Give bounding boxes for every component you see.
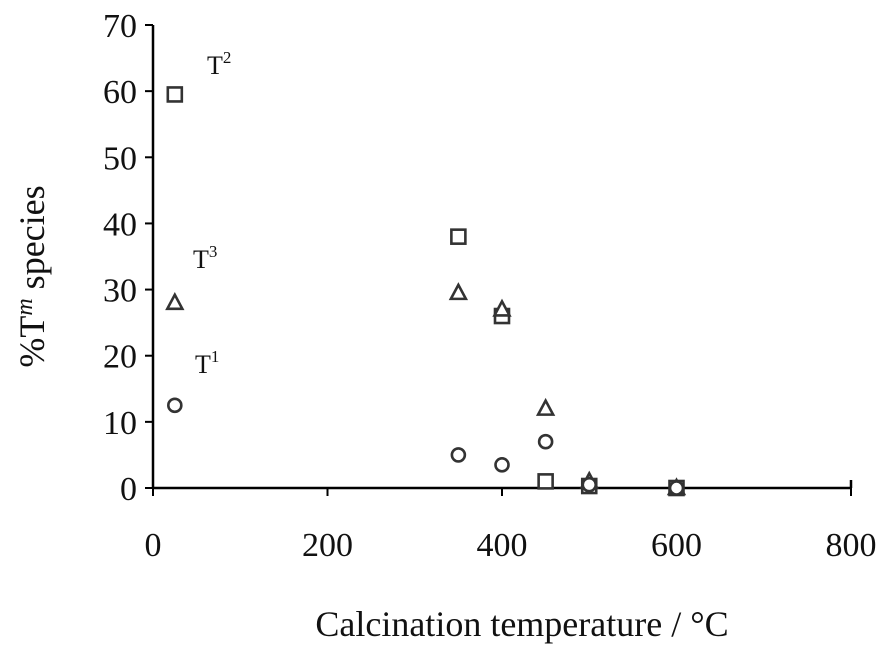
x-tick-label: 400 [477, 527, 528, 564]
x-tick-label: 800 [826, 527, 877, 564]
y-tick-label: 40 [103, 206, 137, 243]
series-label-base: T [193, 245, 209, 274]
series-label-sup: 3 [209, 242, 218, 261]
triangle-point [165, 292, 185, 311]
circle-point [450, 447, 467, 463]
series-label: T3 [193, 242, 217, 274]
y-axis-title-italic: m [12, 298, 38, 315]
series-label-base: T [195, 350, 211, 379]
circle-point [537, 433, 554, 450]
series-label-base: T [207, 51, 223, 80]
y-tick-label: 0 [120, 471, 137, 508]
y-tick-label: 70 [103, 8, 137, 45]
data-marks [165, 86, 687, 497]
x-tick-labels: 0 200 400 600 800 [145, 527, 877, 564]
triangle-point [535, 397, 556, 416]
y-axis-title: %Tm species [12, 185, 52, 367]
y-tick-label: 30 [103, 273, 137, 310]
y-axis-title-suffix: species [12, 185, 52, 298]
x-axis-title: Calcination temperature / °C [315, 604, 728, 644]
y-ticks [145, 24, 153, 489]
y-tick-label: 50 [103, 140, 137, 177]
circle-point [494, 457, 510, 473]
series-label-sup: 1 [211, 347, 220, 366]
y-axis-title-prefix: %T [12, 316, 52, 368]
series-label: T1 [195, 347, 219, 379]
y-tick-label: 20 [103, 339, 137, 376]
square-point [166, 86, 184, 103]
series-label-sup: 2 [223, 48, 232, 67]
triangle-point [448, 282, 469, 301]
y-tick-labels: 0 10 20 30 40 50 60 70 [103, 8, 137, 508]
square-point [537, 473, 554, 490]
square-point [450, 228, 467, 245]
x-tick-label: 0 [145, 527, 162, 564]
x-tick-label: 200 [302, 527, 353, 564]
series-label: T2 [207, 48, 231, 80]
x-tick-label: 600 [651, 527, 702, 564]
circle-point [581, 476, 598, 493]
circle-point [167, 397, 183, 414]
circle-point [668, 480, 685, 496]
y-tick-label: 10 [103, 405, 137, 442]
y-tick-label: 60 [103, 74, 137, 111]
triangle-point [492, 298, 512, 317]
